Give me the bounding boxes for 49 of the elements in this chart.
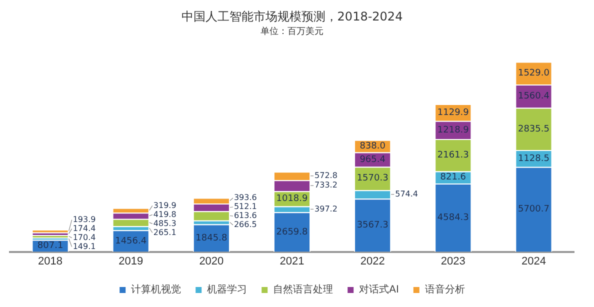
data-label: 2835.5 xyxy=(518,124,550,134)
chart-subtitle: 单位：百万美元 xyxy=(260,26,324,38)
legend-label: 机器学习 xyxy=(207,284,248,296)
data-label: 485.3 xyxy=(153,218,176,228)
data-label: 733.2 xyxy=(314,180,338,190)
x-tick-label: 2018 xyxy=(38,255,63,268)
data-label: 265.1 xyxy=(153,228,176,237)
data-label: 1129.9 xyxy=(437,108,470,118)
legend-label: 自然语言处理 xyxy=(273,284,334,296)
data-label: 170.4 xyxy=(72,232,96,242)
data-label: 1570.3 xyxy=(356,174,388,184)
data-label: 807.1 xyxy=(37,241,64,252)
data-label: 393.6 xyxy=(234,193,257,202)
data-label: 2659.8 xyxy=(276,227,308,238)
data-label: 2161.3 xyxy=(437,150,469,160)
data-label: 1529.0 xyxy=(518,68,550,78)
data-label: 319.9 xyxy=(153,200,176,210)
data-label: 1128.5 xyxy=(518,154,550,164)
data-label: 1845.8 xyxy=(196,233,228,244)
x-tick-label: 2024 xyxy=(521,255,546,268)
data-label: 193.9 xyxy=(72,214,96,224)
data-label: 174.4 xyxy=(72,224,96,233)
chart-title: 中国人工智能市场规模预测，2018-2024 xyxy=(181,9,403,24)
x-tick-label: 2020 xyxy=(199,255,224,268)
data-label: 149.1 xyxy=(72,242,96,251)
data-label: 1560.4 xyxy=(518,92,550,102)
legend-label: 计算机视觉 xyxy=(131,284,182,296)
data-label: 419.8 xyxy=(153,210,176,219)
legend-label: 对话式AI xyxy=(359,284,399,296)
data-label: 3567.3 xyxy=(356,220,388,231)
data-label: 572.8 xyxy=(314,170,338,180)
data-label: 1018.9 xyxy=(276,194,308,204)
data-label: 613.6 xyxy=(234,211,257,220)
data-label: 5700.7 xyxy=(518,204,550,215)
data-label: 821.6 xyxy=(440,172,466,183)
data-label: 512.1 xyxy=(234,202,257,212)
x-tick-label: 2022 xyxy=(360,255,385,268)
data-label: 838.0 xyxy=(360,141,386,152)
data-label: 574.4 xyxy=(395,189,418,198)
x-tick-label: 2021 xyxy=(280,255,304,268)
data-label: 4584.3 xyxy=(437,212,469,223)
data-label: 397.2 xyxy=(314,204,338,214)
x-tick-label: 2023 xyxy=(440,255,466,268)
data-label: 1456.4 xyxy=(115,236,147,246)
data-label: 266.5 xyxy=(234,220,257,230)
data-label: 965.4 xyxy=(360,154,386,165)
x-tick-label: 2019 xyxy=(118,255,144,268)
data-label: 1218.9 xyxy=(437,125,470,136)
legend-label: 语音分析 xyxy=(424,284,465,296)
